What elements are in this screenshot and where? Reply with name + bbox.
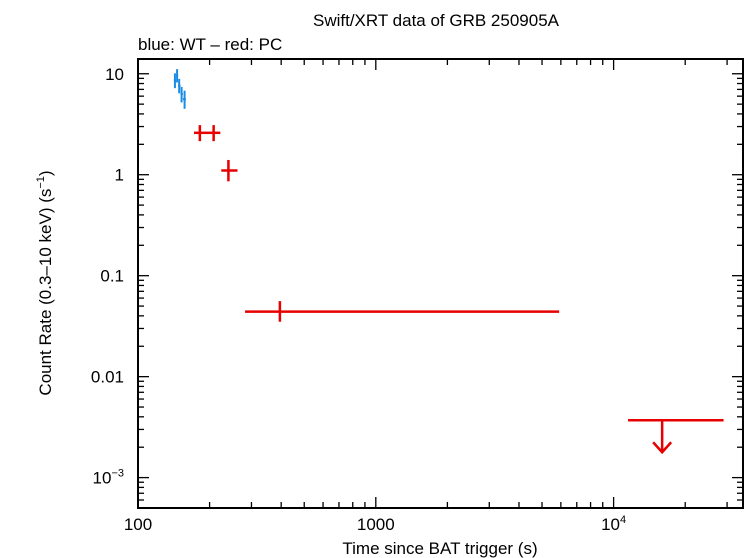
y-axis-label-sup: −1 xyxy=(35,176,47,189)
y-tick-label-base: 1 xyxy=(115,166,124,185)
x-tick-label: 104 xyxy=(601,514,626,534)
upper-limit-pc xyxy=(628,418,724,455)
x-tick-label-base: 1000 xyxy=(357,515,395,534)
plot-frame xyxy=(137,58,744,509)
data-point-wt xyxy=(178,78,181,94)
data-marks xyxy=(173,69,724,455)
y-axis-label: Count Rate (0.3–10 keV) (s−1) xyxy=(35,170,55,395)
y-axis-label-end: ) xyxy=(36,170,55,176)
y-tick-label: 0.1 xyxy=(100,267,124,286)
y-tick-label-sup: −3 xyxy=(111,468,124,480)
y-tick-label-base: 0.1 xyxy=(100,267,124,286)
y-tick-label-base: 10 xyxy=(93,469,112,488)
y-tick-label: 10−3 xyxy=(93,468,124,488)
axis-ticks xyxy=(137,59,743,509)
data-point-wt xyxy=(176,69,179,83)
data-point-pc xyxy=(194,125,208,142)
data-point-pc xyxy=(207,125,221,142)
y-tick-label: 0.01 xyxy=(91,368,124,387)
y-tick-label-base: 10 xyxy=(105,65,124,84)
x-tick-label-base: 100 xyxy=(124,515,152,534)
x-tick-label: 100 xyxy=(124,515,152,534)
y-axis-label-main: Count Rate (0.3–10 keV) (s xyxy=(36,189,55,396)
x-tick-label: 1000 xyxy=(357,515,395,534)
y-tick-label: 1 xyxy=(115,166,124,185)
data-point-pc xyxy=(221,159,238,182)
y-tick-label: 10 xyxy=(105,65,124,84)
data-point-wt xyxy=(173,73,177,89)
x-tick-label-sup: 4 xyxy=(620,514,626,526)
y-tick-label-base: 0.01 xyxy=(91,368,124,387)
x-tick-label-base: 10 xyxy=(601,515,620,534)
chart-subtitle: blue: WT – red: PC xyxy=(138,35,282,54)
chart-title: Swift/XRT data of GRB 250905A xyxy=(313,11,560,30)
data-point-wt xyxy=(180,86,183,103)
data-point-pc xyxy=(245,301,560,322)
data-point-wt xyxy=(182,90,186,109)
upper-limit-arrow-head xyxy=(652,441,673,455)
x-axis-label: Time since BAT trigger (s) xyxy=(342,539,537,558)
